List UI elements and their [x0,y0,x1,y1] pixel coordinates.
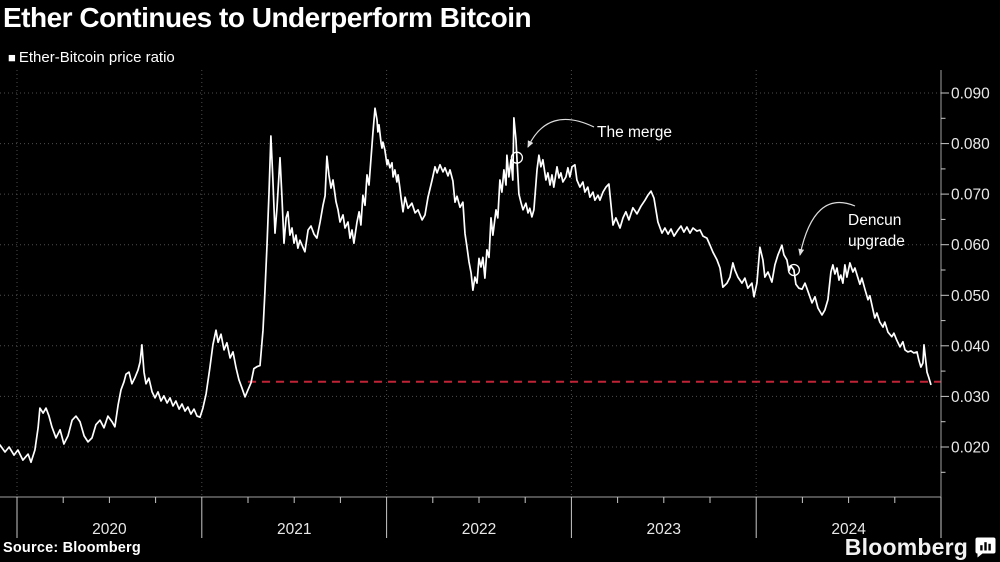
y-axis-ticks [941,92,949,473]
x-year-label: 2020 [92,521,127,538]
y-tick-label: 0.060 [951,237,990,254]
arrow-dencun-upgrade [798,201,856,256]
x-year-label: 2022 [462,521,496,538]
axes [0,70,942,498]
annotation-arrows [527,118,856,256]
y-tick-label: 0.050 [951,288,990,305]
y-tick-label: 0.090 [951,86,990,103]
x-year-label: 2023 [647,521,681,538]
y-tick-label: 0.030 [951,389,990,406]
x-year-label: 2024 [831,521,866,538]
annotation-the-merge: The merge [597,124,672,141]
x-axis-year-labels: 2020 2021 2022 2023 2024 [92,521,866,538]
y-tick-label: 0.080 [951,136,990,153]
y-tick-label: 0.040 [951,338,990,355]
bloomberg-wordmark: Bloomberg [844,534,968,560]
legend: ■ Ether-Bitcoin price ratio [8,49,175,66]
event-circle-the-merge [510,151,524,164]
arrow-the-merge [527,118,595,148]
y-tick-label: 0.020 [951,440,990,457]
page-title: Ether Continues to Underperform Bitcoin [3,2,532,33]
y-tick-label: 0.070 [951,187,990,204]
source-caption: Source: Bloomberg [3,540,141,556]
legend-marker-icon: ■ [8,50,16,65]
gridlines [0,70,942,497]
x-year-label: 2021 [277,521,311,538]
legend-label: Ether-Bitcoin price ratio [18,49,175,66]
event-circle-dencun-upgrade [787,263,801,277]
bloomberg-chart-bubble-icon [975,537,996,558]
x-axis-ticks [16,497,942,538]
bloomberg-brand: Bloomberg [845,534,996,561]
event-marker-circles [510,151,801,277]
series-line-ether-bitcoin-ratio [0,107,932,464]
annotation-dencun-upgrade: Dencun upgrade [848,212,905,250]
y-axis-tick-labels: 0.020 0.030 0.040 0.050 0.060 0.070 0.080 0.090 [951,86,990,457]
